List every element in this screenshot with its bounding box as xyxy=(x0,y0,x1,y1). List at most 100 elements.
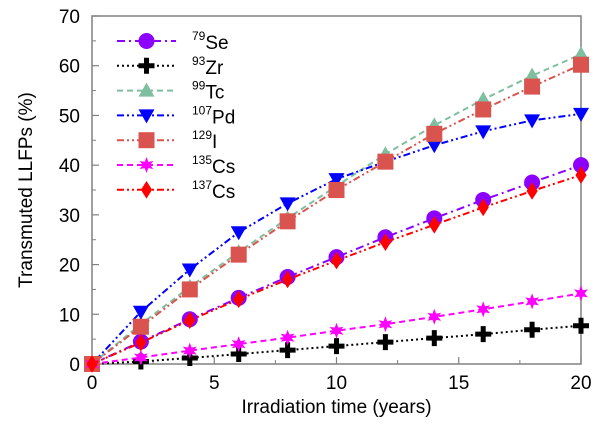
data-point-129I xyxy=(377,153,394,170)
y-axis-title: Transmuted LLFPs (%) xyxy=(16,92,37,288)
data-point-129I xyxy=(475,101,492,118)
data-point-135Cs xyxy=(134,349,148,366)
axes: 0 5 10 15 20 0 10 20 30 40 50 60 70 xyxy=(59,7,592,394)
legend-element: I xyxy=(212,132,217,153)
legend-marker-circle xyxy=(138,33,155,49)
legend-mass-number: 99 xyxy=(192,79,206,93)
legend-element: Pd xyxy=(212,107,235,128)
x-tick-label: 15 xyxy=(448,373,469,394)
y-tick-label: 70 xyxy=(59,7,80,28)
legend-marker-triangle-down xyxy=(138,109,155,124)
legend-label: 99Tc xyxy=(192,79,224,104)
legend-item-129I: 129I xyxy=(117,128,217,153)
data-point-107Pd xyxy=(279,197,296,212)
series-line-129I xyxy=(91,63,582,365)
data-point-79Se xyxy=(573,157,589,174)
y-tick-label: 20 xyxy=(59,256,80,277)
data-point-137Cs xyxy=(428,216,440,234)
legend-element: Cs xyxy=(212,182,235,203)
y-tick-label: 30 xyxy=(59,206,80,227)
data-point-107Pd xyxy=(181,263,198,278)
data-point-93Zr xyxy=(475,326,492,343)
data-point-137Cs xyxy=(575,166,587,184)
x-tick-label: 10 xyxy=(326,373,347,394)
data-point-137Cs xyxy=(282,270,294,289)
legend-marker-square xyxy=(138,132,155,149)
data-point-129I xyxy=(573,56,589,73)
data-point-107Pd xyxy=(132,305,149,320)
data-point-107Pd xyxy=(524,114,541,129)
legend-item-107Pd: 107Pd xyxy=(117,103,235,128)
data-point-135Cs xyxy=(231,336,246,353)
legend-label: 107Pd xyxy=(192,103,235,128)
data-point-129I xyxy=(426,125,443,142)
data-point-99Tc xyxy=(524,67,541,82)
legend-marker-diamond xyxy=(140,181,153,199)
legend-item-79Se: 79Se xyxy=(117,29,229,54)
data-point-107Pd xyxy=(328,173,345,188)
legend-marker-star xyxy=(139,157,154,173)
data-point-137Cs xyxy=(330,251,343,270)
x-axis-title: Irradiation time (years) xyxy=(241,397,431,418)
legend-mass-number: 79 xyxy=(192,29,206,43)
data-point-137Cs xyxy=(135,333,147,352)
legend-label: 93Zr xyxy=(192,54,224,79)
legend-element: Cs xyxy=(212,157,235,178)
data-point-135Cs xyxy=(476,301,491,318)
legend-element: Se xyxy=(205,33,228,54)
y-tick-label: 60 xyxy=(59,57,80,78)
series-line-99Tc xyxy=(91,53,582,365)
data-point-107Pd xyxy=(426,139,443,154)
legend-marker-plus xyxy=(138,57,155,74)
data-point-129I xyxy=(181,281,198,298)
data-point-135Cs xyxy=(574,285,588,302)
data-point-107Pd xyxy=(475,125,492,140)
data-point-93Zr xyxy=(377,334,394,351)
data-point-135Cs xyxy=(525,293,539,310)
data-point-135Cs xyxy=(329,322,344,339)
series-group xyxy=(84,46,589,373)
data-point-137Cs xyxy=(477,198,489,217)
y-tick-label: 40 xyxy=(59,156,80,177)
data-point-129I xyxy=(328,182,345,198)
data-point-107Pd xyxy=(573,107,589,122)
data-point-137Cs xyxy=(86,355,98,373)
legend-marker-triangle-up xyxy=(138,82,155,97)
series-93Zr xyxy=(84,317,589,372)
series-line-107Pd xyxy=(91,112,582,365)
legend-item-137Cs: 137Cs xyxy=(117,178,235,203)
legend-item-135Cs: 135Cs xyxy=(117,153,235,178)
series-135Cs xyxy=(85,285,588,372)
y-tick-label: 50 xyxy=(59,106,80,127)
data-point-137Cs xyxy=(184,311,196,330)
data-point-135Cs xyxy=(378,316,393,333)
y-tick-label: 10 xyxy=(59,305,80,326)
legend-label: 129I xyxy=(192,128,217,153)
legend-mass-number: 137 xyxy=(192,178,212,192)
data-point-135Cs xyxy=(182,342,197,359)
data-point-107Pd xyxy=(230,226,247,241)
legend-item-99Tc: 99Tc xyxy=(117,79,224,104)
data-point-93Zr xyxy=(524,321,541,338)
legend-label: 135Cs xyxy=(192,153,235,178)
legend-mass-number: 135 xyxy=(192,153,212,167)
data-point-93Zr xyxy=(573,317,589,334)
data-point-137Cs xyxy=(526,182,538,200)
data-point-135Cs xyxy=(427,308,442,325)
data-point-129I xyxy=(279,213,296,230)
data-point-129I xyxy=(230,246,247,263)
legend-element: Zr xyxy=(205,58,224,79)
legend-element: Tc xyxy=(205,83,224,104)
legend-mass-number: 129 xyxy=(192,128,212,142)
legend-mass-number: 107 xyxy=(192,103,212,117)
series-137Cs xyxy=(86,166,587,373)
series-line-135Cs xyxy=(91,292,582,365)
x-tick-label: 5 xyxy=(209,373,220,394)
y-tick-label: 0 xyxy=(69,355,80,376)
legend-mass-number: 93 xyxy=(192,54,206,68)
data-point-129I xyxy=(524,78,541,95)
data-point-129I xyxy=(132,318,149,335)
data-point-135Cs xyxy=(280,329,295,346)
